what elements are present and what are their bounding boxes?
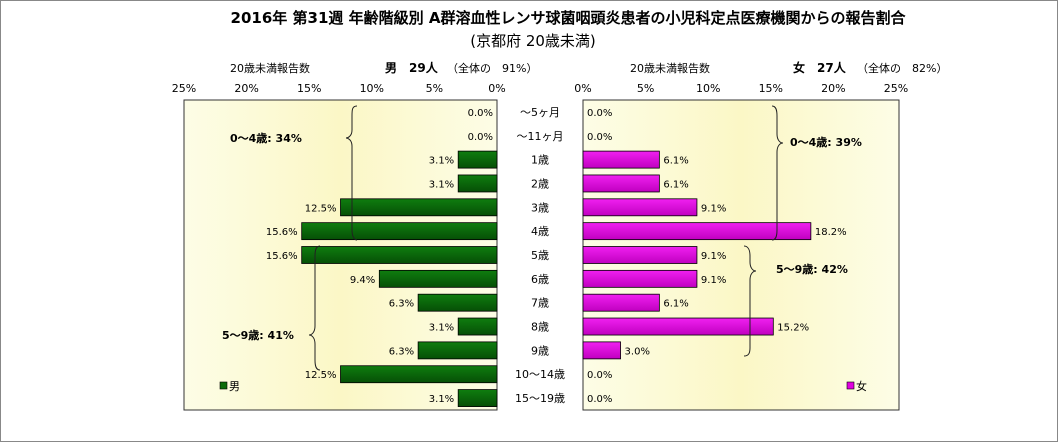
female-data-label: 0.0% (587, 370, 612, 381)
male-bracket-5-9 (308, 245, 321, 371)
male-data-label: 9.4% (350, 275, 375, 286)
female-axis-tick-label: 10% (696, 82, 720, 95)
male-data-label: 3.1% (429, 179, 454, 190)
male-annotation-5-9: 5～9歳: 41% (222, 328, 294, 342)
chart-title: 2016年 第31週 年齢階級別 A群溶血性レンサ球菌咽頭炎患者の小児科定点医療… (231, 9, 907, 27)
female-data-label: 0.0% (587, 394, 612, 405)
female-annotation-0-4: 0～4歳: 39% (790, 135, 862, 149)
male-axis-tick-label: 20% (234, 82, 258, 95)
male-header-label: 20歳未満報告数 (230, 62, 310, 75)
age-category-label: 1歳 (531, 154, 549, 167)
female-data-label: 6.1% (663, 156, 688, 167)
male-header-count: 男 29人 (385, 60, 439, 75)
male-bar (301, 222, 498, 241)
female-bar (582, 293, 660, 312)
age-category-labels: ～5ヶ月 ～11ヶ月 1歳 2歳 3歳 4歳 5歳 6歳 7歳 8歳 9歳 10～14歳 15～19歳 (515, 106, 565, 405)
female-legend-label: 女 (856, 379, 867, 393)
male-data-label: 0.0% (468, 108, 493, 119)
age-category-label: ～5ヶ月 (520, 106, 560, 119)
male-data-label: 12.5% (305, 203, 337, 214)
age-category-label: 8歳 (531, 321, 549, 334)
female-data-label: 9.1% (701, 203, 726, 214)
male-axis-ticks: 25% 20% 15% 10% 5% 0% (172, 82, 506, 95)
male-bars: 0.0% 0.0% 3.1% 3.1% 12.5% 15.6% 15.6% 9.4% 6.3% 3… (266, 108, 498, 407)
female-data-label: 0.0% (587, 132, 612, 143)
male-bar (457, 174, 498, 193)
female-data-label: 0.0% (587, 108, 612, 119)
chart-subtitle: (京都府 20歳未満) (470, 32, 596, 50)
female-data-label: 9.1% (701, 275, 726, 286)
age-category-label: 4歳 (531, 225, 549, 238)
male-data-label: 6.3% (389, 346, 414, 357)
female-axis-ticks: 0% 5% 10% 15% 20% 25% (574, 82, 908, 95)
male-bar (417, 293, 498, 312)
female-bars: 0.0% 0.0% 6.1% 6.1% 9.1% 18.2% 9.1% 9.1% 6.1% 15.… (582, 108, 847, 405)
female-axis-tick-label: 15% (759, 82, 783, 95)
female-data-label: 18.2% (815, 227, 847, 238)
male-data-label: 15.6% (266, 251, 298, 262)
female-data-label: 3.0% (625, 346, 650, 357)
male-annotation-0-4: 0～4歳: 34% (230, 131, 302, 145)
male-bar (457, 389, 498, 407)
male-bar (378, 269, 498, 288)
male-data-label: 0.0% (468, 132, 493, 143)
age-category-label: 3歳 (531, 201, 549, 214)
female-data-label: 6.1% (663, 299, 688, 310)
female-bracket-5-9 (743, 245, 757, 357)
age-category-label: 7歳 (531, 297, 549, 310)
female-axis-tick-label: 20% (821, 82, 845, 95)
male-bar (301, 246, 498, 264)
female-header-label: 20歳未満報告数 (630, 62, 710, 75)
male-bar (457, 150, 498, 169)
male-bracket-0-4 (345, 105, 358, 241)
male-axis-tick-label: 5% (426, 82, 443, 95)
female-data-label: 15.2% (777, 323, 809, 334)
female-bar (582, 150, 660, 169)
male-data-label: 3.1% (429, 156, 454, 167)
female-bar (582, 317, 774, 336)
age-category-label: 5歳 (531, 249, 549, 262)
female-bar (582, 198, 698, 217)
age-category-label: 15～19歳 (515, 392, 565, 405)
male-bar (340, 365, 498, 384)
female-annotation-5-9: 5～9歳: 42% (776, 262, 848, 276)
male-data-label: 3.1% (429, 394, 454, 405)
male-data-label: 6.3% (389, 299, 414, 310)
female-bar (582, 222, 812, 241)
female-bar (582, 174, 660, 193)
female-bar (582, 269, 698, 288)
male-legend-label: 男 (229, 380, 240, 393)
male-data-label: 3.1% (429, 323, 454, 334)
female-data-label: 9.1% (701, 251, 726, 262)
age-category-label: 6歳 (531, 273, 549, 286)
female-bracket-0-4 (771, 105, 784, 241)
age-category-label: 10～14歳 (515, 368, 565, 381)
female-bar (582, 246, 698, 264)
female-header-share: （全体の 82%） (857, 61, 947, 75)
male-axis-tick-label: 0% (488, 82, 505, 95)
male-data-label: 12.5% (305, 370, 337, 381)
female-axis-tick-label: 5% (637, 82, 654, 95)
male-bar (457, 317, 498, 336)
female-bar (582, 341, 621, 360)
age-category-label: ～11ヶ月 (517, 130, 564, 143)
female-axis-tick-label: 0% (574, 82, 591, 95)
male-axis-tick-label: 15% (297, 82, 321, 95)
male-axis-tick-label: 25% (172, 82, 196, 95)
age-category-label: 2歳 (531, 177, 549, 190)
female-legend-swatch (846, 381, 855, 390)
female-axis-tick-label: 25% (884, 82, 908, 95)
age-category-label: 9歳 (531, 344, 549, 357)
female-header-count: 女 27人 (793, 60, 847, 75)
male-legend-swatch (219, 381, 228, 390)
male-data-label: 15.6% (266, 227, 298, 238)
male-axis-tick-label: 10% (360, 82, 384, 95)
male-bar (417, 341, 498, 360)
female-data-label: 6.1% (663, 179, 688, 190)
male-header-share: （全体の 91%） (447, 61, 537, 75)
male-bar (340, 198, 498, 217)
